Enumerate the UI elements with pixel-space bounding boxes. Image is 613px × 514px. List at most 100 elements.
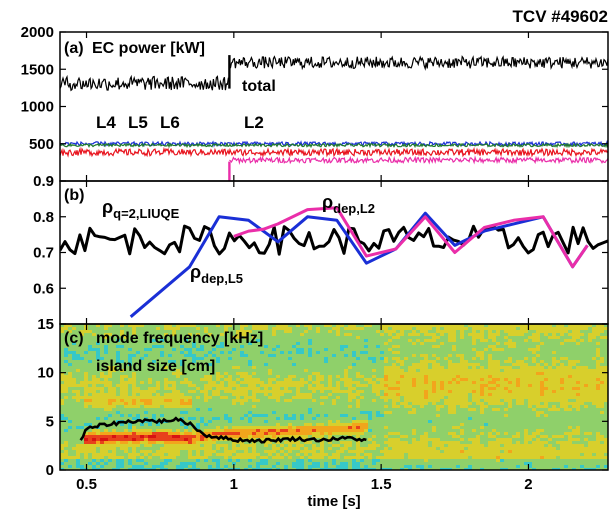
- heatmap-cell: [416, 324, 421, 328]
- heatmap-cell: [328, 363, 333, 367]
- heatmap-cell: [364, 408, 369, 412]
- heatmap-cell: [244, 447, 249, 451]
- heatmap-cell: [344, 354, 349, 358]
- heatmap-cell: [396, 336, 401, 340]
- heatmap-cell: [380, 363, 385, 367]
- heatmap-cell: [260, 468, 265, 470]
- heatmap-cell: [456, 399, 461, 403]
- heatmap-cell: [376, 378, 381, 382]
- heatmap-cell: [268, 354, 273, 358]
- heatmap-cell: [336, 390, 341, 394]
- heatmap-cell: [164, 333, 169, 337]
- heatmap-cell: [120, 402, 125, 406]
- heatmap-cell: [464, 378, 469, 382]
- heatmap-cell: [172, 354, 177, 358]
- heatmap-cell: [284, 387, 289, 391]
- heatmap-cell: [384, 429, 389, 433]
- heatmap-cell: [368, 351, 373, 355]
- heatmap-cell: [428, 435, 433, 439]
- heatmap-cell: [132, 456, 137, 460]
- heatmap-cell: [64, 438, 69, 442]
- heatmap-cell: [112, 399, 117, 403]
- heatmap-cell: [276, 453, 281, 457]
- heatmap-cell: [372, 435, 377, 439]
- heatmap-cell: [336, 420, 341, 424]
- heatmap-cell: [364, 336, 369, 340]
- heatmap-cell: [136, 330, 141, 334]
- heatmap-cell: [268, 402, 273, 406]
- heatmap-cell: [448, 387, 453, 391]
- heatmap-cell: [132, 387, 137, 391]
- heatmap-cell: [204, 414, 209, 418]
- heatmap-cell: [292, 420, 297, 424]
- heatmap-cell: [380, 390, 385, 394]
- heatmap-cell: [440, 393, 445, 397]
- heatmap-cell: [444, 420, 449, 424]
- heatmap-cell: [328, 375, 333, 379]
- heatmap-cell: [60, 387, 65, 391]
- heatmap-cell: [160, 339, 165, 343]
- heatmap-cell: [260, 420, 265, 424]
- heatmap-cell: [148, 408, 153, 412]
- heatmap-cell: [376, 453, 381, 457]
- heatmap-cell: [376, 393, 381, 397]
- heatmap-cell: [356, 357, 361, 361]
- heatmap-cell: [276, 330, 281, 334]
- heatmap-cell: [140, 333, 145, 337]
- heatmap-cell: [108, 417, 113, 421]
- heatmap-cell: [280, 348, 285, 352]
- heatmap-cell: [140, 348, 145, 352]
- heatmap-cell: [168, 459, 173, 463]
- heatmap-cell: [432, 393, 437, 397]
- heatmap-cell: [360, 327, 365, 331]
- heatmap-cell: [236, 420, 241, 424]
- heatmap-cell: [232, 375, 237, 379]
- heatmap-cell: [60, 378, 65, 382]
- heatmap-cell: [240, 462, 245, 466]
- heatmap-cell: [432, 435, 437, 439]
- heatmap-cell: [332, 429, 337, 433]
- heatmap-cell: [396, 357, 401, 361]
- heatmap-cell: [320, 453, 325, 457]
- heatmap-cell: [256, 465, 261, 469]
- heatmap-cell: [320, 345, 325, 349]
- heatmap-cell: [256, 444, 261, 448]
- heatmap-cell: [352, 348, 357, 352]
- heatmap-cell: [376, 426, 381, 430]
- heatmap-cell: [224, 366, 229, 370]
- heatmap-cell: [220, 405, 225, 409]
- heatmap-cell: [152, 444, 157, 448]
- heatmap-cell: [312, 330, 317, 334]
- heatmap-cell: [352, 381, 357, 385]
- heatmap-cell: [152, 414, 157, 418]
- heatmap-cell: [312, 432, 317, 436]
- heatmap-cell: [192, 459, 197, 463]
- heatmap-cell: [356, 411, 361, 415]
- heatmap-cell: [360, 426, 365, 430]
- heatmap-cell: [344, 405, 349, 409]
- heatmap-cell: [128, 456, 133, 460]
- heatmap-cell: [416, 462, 421, 466]
- heatmap-cell: [404, 342, 409, 346]
- heatmap-cell: [120, 342, 125, 346]
- heatmap-cell: [232, 357, 237, 361]
- heatmap-cell: [152, 459, 157, 463]
- heatmap-cell: [96, 390, 101, 394]
- heatmap-cell: [404, 375, 409, 379]
- heatmap-cell: [92, 390, 97, 394]
- heatmap-cell: [424, 387, 429, 391]
- heatmap-cell: [464, 357, 469, 361]
- heatmap-cell: [112, 384, 117, 388]
- heatmap-cell: [268, 387, 273, 391]
- heatmap-cell: [332, 345, 337, 349]
- heatmap-cell: [244, 444, 249, 448]
- heatmap-cell: [212, 420, 217, 424]
- heatmap-cell: [264, 456, 269, 460]
- heatmap-cell: [240, 453, 245, 457]
- heatmap-cell: [464, 402, 469, 406]
- heatmap-cell: [160, 333, 165, 337]
- heatmap-cell: [268, 351, 273, 355]
- heatmap-cell: [316, 447, 321, 451]
- heatmap-cell: [68, 354, 73, 358]
- heatmap-cell: [92, 333, 97, 337]
